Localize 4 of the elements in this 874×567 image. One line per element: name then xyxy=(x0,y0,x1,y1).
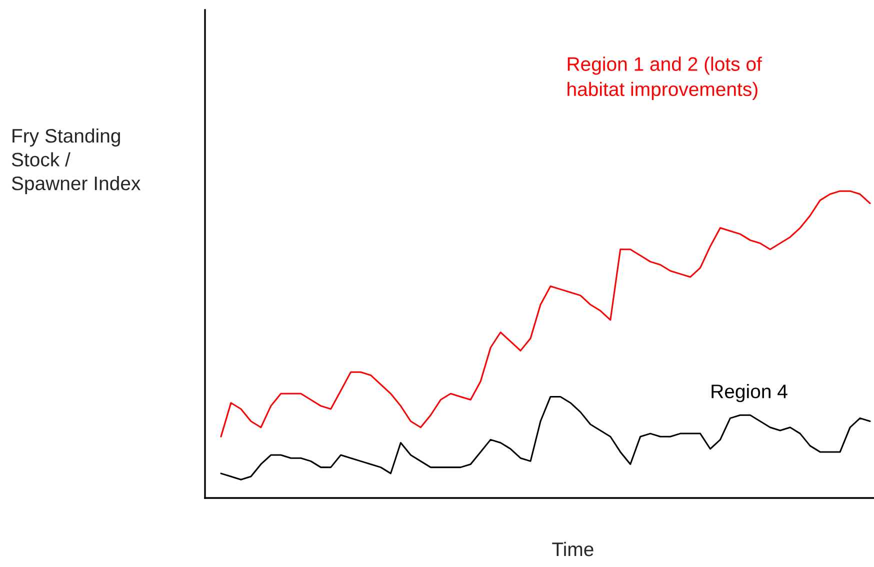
y-axis-title: Fry Standing Stock / Spawner Index xyxy=(12,128,140,194)
series-label: Region 4 xyxy=(712,384,788,402)
text: Region 1 and 2 (lots of habitat improvements) xyxy=(568,56,762,100)
x-axis-title: Time xyxy=(552,542,594,556)
